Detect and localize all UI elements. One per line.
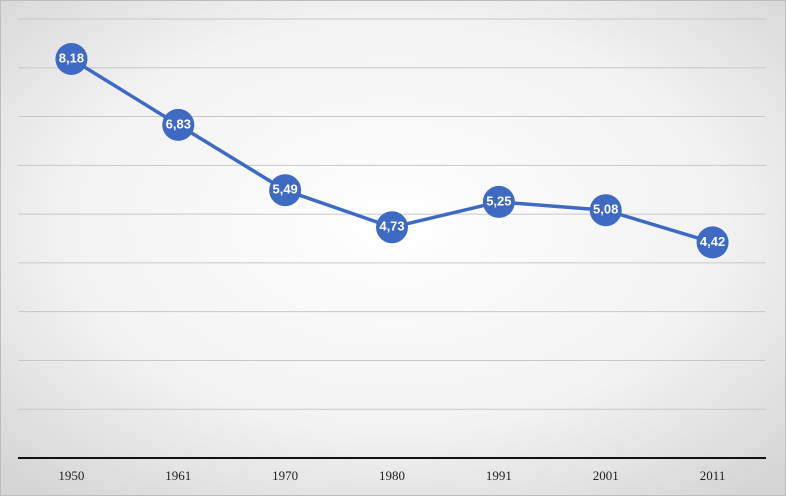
x-tick-label: 1991 bbox=[486, 468, 512, 483]
data-point bbox=[376, 211, 408, 244]
data-point bbox=[269, 174, 302, 207]
data-point bbox=[482, 185, 515, 218]
x-tick-label: 2011 bbox=[700, 468, 726, 483]
data-label: 5,25 bbox=[486, 193, 511, 208]
data-label: 6,83 bbox=[166, 116, 191, 131]
data-label: 4,73 bbox=[379, 219, 404, 234]
x-tick-label: 1980 bbox=[379, 468, 405, 483]
data-label: 8,18 bbox=[59, 50, 84, 65]
data-label: 5,49 bbox=[272, 182, 297, 197]
x-tick-label: 1950 bbox=[58, 468, 84, 483]
data-label: 4,42 bbox=[700, 234, 725, 249]
data-point bbox=[55, 42, 88, 75]
x-tick-label: 1970 bbox=[272, 468, 298, 483]
data-point bbox=[589, 194, 622, 227]
data-label: 5,08 bbox=[593, 202, 618, 217]
data-point bbox=[696, 226, 729, 259]
x-tick-label: 2001 bbox=[593, 468, 619, 483]
data-point bbox=[162, 108, 195, 141]
x-tick-label: 1961 bbox=[165, 468, 191, 483]
